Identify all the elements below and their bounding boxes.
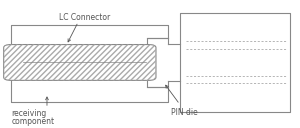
Text: component: component: [11, 117, 54, 126]
Text: PIN die: PIN die: [171, 108, 198, 117]
Text: receiving: receiving: [11, 109, 46, 118]
FancyBboxPatch shape: [4, 45, 156, 80]
Text: LC Connector: LC Connector: [59, 13, 110, 22]
